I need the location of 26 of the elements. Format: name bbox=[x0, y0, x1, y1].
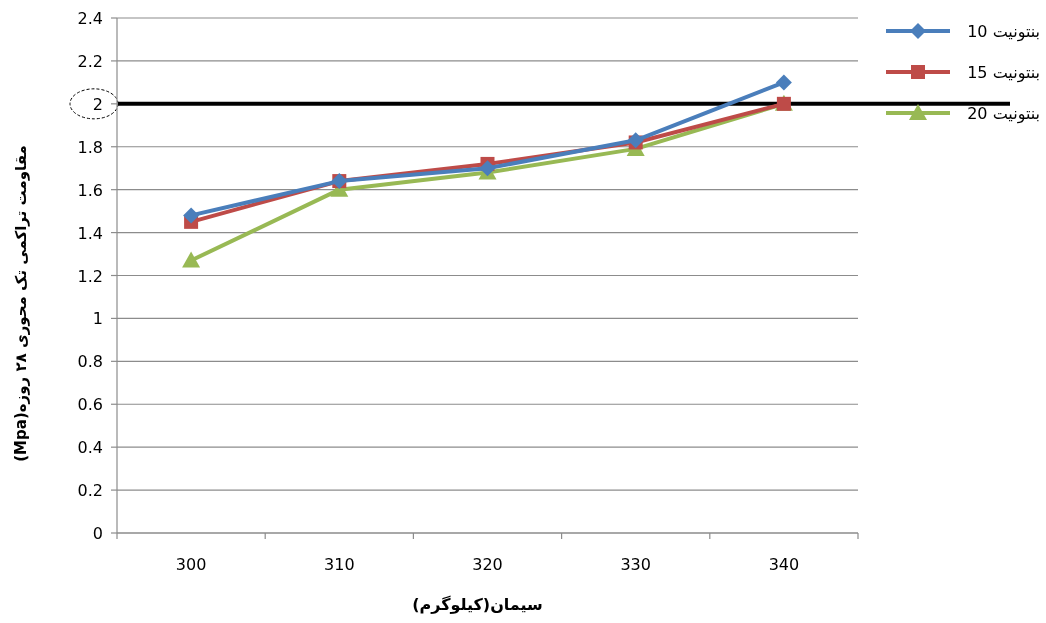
y-tick-label: 0 bbox=[92, 524, 103, 543]
y-tick-label: 0.8 bbox=[77, 352, 103, 372]
point bbox=[775, 74, 792, 91]
y-tick-label: 0.4 bbox=[77, 438, 103, 458]
point bbox=[183, 207, 200, 224]
y-tick-label: 2 bbox=[92, 94, 103, 114]
y-tick-label: 1 bbox=[92, 309, 103, 329]
y-tick-label: 2.2 bbox=[77, 51, 103, 71]
legend-label: بنتونیت 10 bbox=[967, 22, 1040, 42]
x-axis-title: سیمان(کیلوگرم) bbox=[412, 595, 543, 614]
y-axis-title: مقاومت تراکمی تک محوری ۲۸ روزه(Mpa) bbox=[12, 145, 30, 462]
y-tick-label: 1.6 bbox=[77, 180, 103, 200]
y-tick-label: 0.6 bbox=[77, 395, 103, 415]
y-tick-label: 1.8 bbox=[77, 137, 103, 157]
y-tick-label: 2.4 bbox=[77, 9, 103, 28]
x-tick-label: 340 bbox=[768, 555, 800, 574]
y-tick-label: 1.2 bbox=[77, 266, 103, 286]
y-tick-label: 1.4 bbox=[77, 223, 103, 243]
x-tick-label: 310 bbox=[324, 555, 355, 574]
x-tick-label: 320 bbox=[472, 555, 503, 574]
legend-label: بنتونیت 20 bbox=[967, 104, 1040, 124]
y-tick-label: 0.2 bbox=[77, 481, 103, 501]
point bbox=[182, 251, 201, 268]
x-tick-label: 300 bbox=[175, 555, 207, 574]
legend-label: بنتونیت 15 bbox=[967, 63, 1040, 83]
x-tick-label: 330 bbox=[620, 555, 651, 574]
